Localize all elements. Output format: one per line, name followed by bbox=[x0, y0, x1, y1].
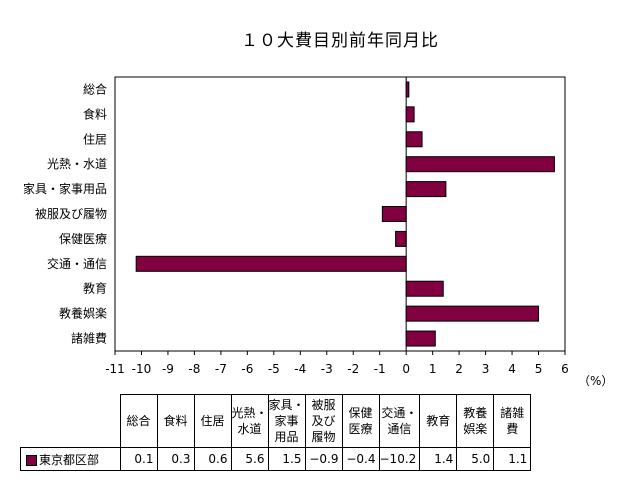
x-tick-label: 3 bbox=[482, 362, 490, 376]
header-text: 諸雑 bbox=[500, 406, 525, 420]
header-text: 医療 bbox=[348, 422, 373, 436]
table-value-cell: 1.5 bbox=[267, 447, 306, 471]
series-label-cell: 東京都区部 bbox=[20, 447, 121, 471]
bar bbox=[405, 106, 415, 123]
bar bbox=[405, 305, 540, 322]
table-header-cell: 保健 医療 bbox=[341, 394, 380, 448]
x-tick-label: -9 bbox=[162, 362, 174, 376]
table-corner bbox=[20, 394, 121, 448]
table-value-cell: 5.0 bbox=[456, 447, 495, 471]
x-tick-label: -8 bbox=[188, 362, 200, 376]
header-text: 被服 bbox=[311, 398, 336, 412]
x-tick-label: 1 bbox=[429, 362, 437, 376]
bar bbox=[405, 131, 423, 148]
x-tick-label: 5 bbox=[535, 362, 543, 376]
header-text: 保健 bbox=[348, 406, 373, 420]
bar bbox=[405, 81, 410, 98]
header-text: 総合 bbox=[126, 414, 151, 428]
category-label: 保健医療 bbox=[59, 232, 107, 246]
table-value-cell: 0.3 bbox=[156, 447, 195, 471]
header-text: 用品 bbox=[274, 430, 299, 444]
x-tick-label: 2 bbox=[455, 362, 463, 376]
bar bbox=[405, 156, 555, 173]
header-text: 通信 bbox=[387, 422, 412, 436]
bar bbox=[135, 255, 407, 272]
header-text: 家具・ bbox=[268, 398, 305, 412]
header-text: 家事 bbox=[274, 414, 299, 428]
x-tick-label: 4 bbox=[508, 362, 516, 376]
category-label: 教養娯楽 bbox=[59, 306, 107, 321]
table-header-cell: 総合 bbox=[119, 394, 158, 448]
table-value-cell: 1.4 bbox=[419, 447, 458, 471]
header-text: 及び bbox=[311, 414, 336, 428]
table-header-cell: 家具・ 家事 用品 bbox=[267, 394, 306, 448]
series-label: 東京都区部 bbox=[39, 452, 100, 467]
header-text: 交通・ bbox=[381, 406, 418, 420]
table-header-cell: 食料 bbox=[156, 394, 195, 448]
table-value-cell: 5.6 bbox=[230, 447, 269, 471]
category-label: 交通・通信 bbox=[47, 256, 107, 271]
x-tick-label: -5 bbox=[268, 362, 280, 376]
table-value-cell: −0.4 bbox=[341, 447, 380, 471]
bar bbox=[405, 181, 447, 198]
category-label: 光熱・水道 bbox=[47, 157, 107, 171]
legend-swatch bbox=[26, 454, 37, 466]
x-tick-label: -4 bbox=[294, 362, 306, 376]
table-value-cell: 1.1 bbox=[493, 447, 532, 471]
table-header-cell: 被服 及び 履物 bbox=[304, 394, 343, 448]
data-table: 総合 食料 住居 光熱・ 水道 家具・ 家事 用品 被服 及び 履物 保健 医療 交通・ 通信 教育 教養 娯楽諸… bbox=[20, 394, 532, 471]
x-tick-label: -1 bbox=[374, 362, 386, 376]
x-tick-label: -10 bbox=[132, 362, 152, 376]
x-tick-label: 6 bbox=[561, 362, 569, 376]
category-label: 食料 bbox=[83, 106, 107, 121]
category-label: 家具・家事用品 bbox=[23, 181, 107, 196]
header-text: 住居 bbox=[200, 414, 225, 428]
header-text: 水道 bbox=[237, 422, 262, 436]
table-header-cell: 教養 娯楽 bbox=[456, 394, 495, 448]
header-text: 娯楽 bbox=[463, 422, 488, 436]
x-tick-label: -6 bbox=[241, 362, 253, 376]
table-value-cell: −0.9 bbox=[304, 447, 343, 471]
table-header-cell: 交通・ 通信 bbox=[378, 394, 421, 448]
header-text: 教育 bbox=[426, 414, 451, 428]
table-value-cell: −10.2 bbox=[378, 447, 421, 471]
category-label: 住居 bbox=[83, 132, 107, 146]
x-tick-label: -2 bbox=[347, 362, 359, 376]
header-text: 教養 bbox=[463, 406, 488, 420]
table-value-cell: 0.6 bbox=[193, 447, 232, 471]
plot-area bbox=[114, 76, 566, 352]
bar bbox=[405, 280, 444, 297]
x-tick-label: 0 bbox=[402, 362, 410, 376]
table-header-cell: 教育 bbox=[419, 394, 458, 448]
header-text: 履物 bbox=[311, 430, 336, 444]
bar bbox=[395, 230, 407, 247]
bar bbox=[381, 206, 407, 222]
table-header-cell: 光熱・ 水道 bbox=[230, 394, 269, 448]
table-header-cell: 諸雑費 bbox=[493, 394, 532, 448]
category-label: 総合 bbox=[83, 81, 107, 96]
bar bbox=[405, 330, 436, 347]
table-value-cell: 0.1 bbox=[119, 447, 158, 471]
unit-label: （%） bbox=[578, 374, 613, 388]
header-text: 食料 bbox=[163, 414, 188, 428]
chart-title: １０大費目別前年同月比 bbox=[241, 31, 439, 51]
header-text: 光熱・ bbox=[231, 406, 268, 420]
x-tick-label: -7 bbox=[215, 362, 227, 376]
category-label: 教育 bbox=[83, 281, 107, 296]
table-header-cell: 住居 bbox=[193, 394, 232, 448]
chart-area: １０大費目別前年同月比 総合食料住居光熱・水道家具・家事用品被服及び履物保健医療… bbox=[23, 31, 613, 388]
x-tick-label: -11 bbox=[105, 362, 125, 376]
table-row: 東京都区部 0.1 0.3 0.6 5.6 1.5 −0.9 −0.4 −10.2 1.4 5.0… bbox=[20, 447, 532, 471]
category-label: 諸雑費 bbox=[71, 331, 107, 346]
table-header-row: 総合 食料 住居 光熱・ 水道 家具・ 家事 用品 被服 及び 履物 保健 医療 交通・ 通信 教育 教養 娯楽諸… bbox=[20, 394, 532, 448]
x-tick-label: -3 bbox=[321, 362, 333, 376]
category-label: 被服及び履物 bbox=[35, 207, 107, 221]
header-text: 費 bbox=[506, 422, 519, 436]
